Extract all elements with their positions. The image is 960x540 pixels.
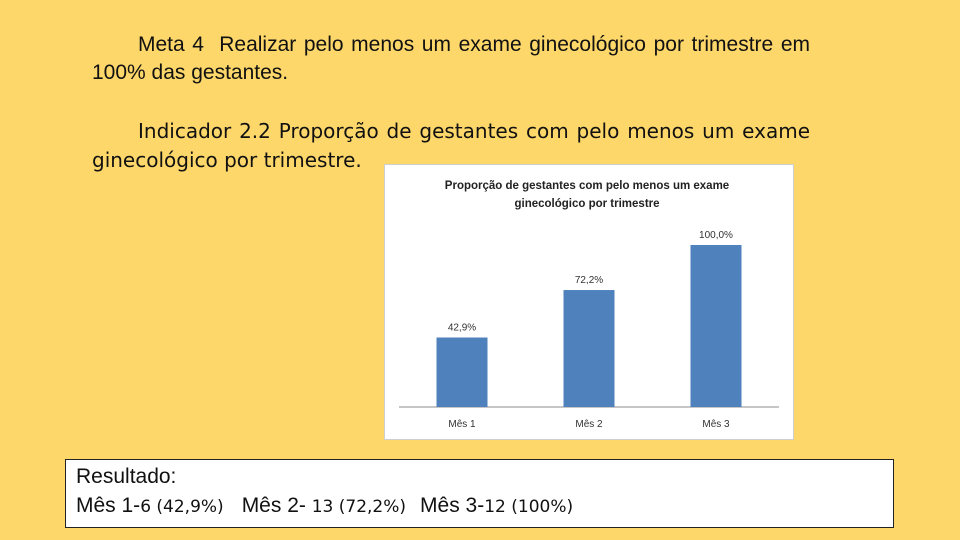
category-label-1: Mês 1 [448, 419, 476, 430]
result-month-2-label: Mês 2- [241, 494, 306, 517]
data-label-3: 100,0% [699, 230, 733, 241]
chart-title-line-1: Proporção de gestantes com pelo menos um… [445, 180, 729, 192]
result-month-1-value: 6 (42,9%) [140, 497, 224, 517]
bar-1 [436, 337, 488, 407]
chart-svg: Proporção de gestantes com pelo menos um… [399, 180, 779, 430]
indicador-paragraph: Indicador 2.2 Proporção de gestantes com… [92, 117, 810, 175]
category-label-3: Mês 3 [702, 419, 730, 430]
result-line: Mês 1-6 (42,9%) Mês 2- 13 (72,2%) Mês 3-12… [76, 491, 883, 522]
data-label-1: 42,9% [448, 323, 476, 334]
indicador-label: Indicador 2.2 [138, 119, 271, 143]
result-month-3-label: Mês 3- [420, 494, 485, 517]
meta-label: Meta 4 [138, 33, 204, 56]
result-month-1-label: Mês 1- [76, 494, 141, 517]
chart-title-line-2: ginecológico por trimestre [514, 198, 659, 210]
result-month-2-value: 13 (72,2%) [311, 497, 407, 517]
meta-paragraph: Meta 4 Realizar pelo menos um exame gine… [92, 31, 810, 87]
meta-text: Realizar pelo menos um exame ginecológic… [92, 33, 811, 84]
result-title: Resultado: [76, 465, 177, 488]
bar-chart: Proporção de gestantes com pelo menos um… [384, 164, 794, 440]
bar-2 [563, 290, 615, 407]
data-label-2: 72,2% [575, 275, 603, 286]
bar-3 [690, 245, 742, 407]
indicador-text: Proporção de gestantes com pelo menos um… [92, 119, 810, 172]
result-box: Resultado: Mês 1-6 (42,9%) Mês 2- 13 (72,… [65, 459, 894, 528]
result-month-3-value: 12 (100%) [484, 497, 574, 517]
category-label-2: Mês 2 [575, 419, 603, 430]
